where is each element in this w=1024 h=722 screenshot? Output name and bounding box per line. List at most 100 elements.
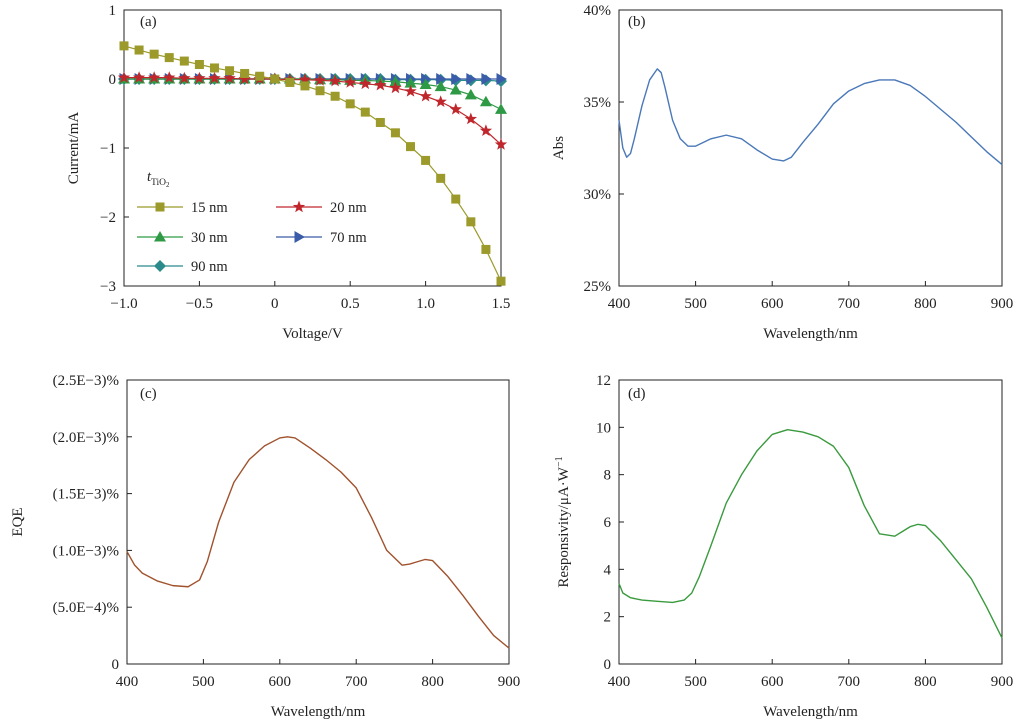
y-tick-label: 4: [604, 562, 612, 578]
data-point: [164, 53, 174, 63]
y-tick-label: (1.5E−3)%: [53, 487, 119, 503]
data-point: [449, 84, 462, 95]
data-point: [344, 75, 357, 88]
data-point: [238, 72, 251, 85]
data-point: [225, 66, 235, 76]
panel-label: (d): [628, 386, 646, 402]
data-point: [406, 142, 416, 152]
legend-entry: 15 nm: [137, 200, 228, 216]
data-point: [179, 56, 189, 66]
legend-label: 20 nm: [330, 200, 367, 216]
data-point: [466, 217, 476, 227]
legend-label: 30 nm: [191, 230, 228, 246]
legend-label: 90 nm: [191, 259, 228, 275]
data-point: [359, 77, 372, 90]
legend: tTiO2 15 nm 20 nm 30 nm 70 nm 90 nm: [137, 169, 367, 275]
x-tick-label: 900: [991, 674, 1014, 690]
x-tick-label: 600: [761, 296, 784, 312]
x-tick-label: 500: [192, 674, 215, 690]
y-tick-label: 10: [596, 420, 611, 436]
y-tick-label: (5.0E−4)%: [53, 600, 119, 616]
panel-label: (c): [140, 386, 157, 402]
data-point: [313, 73, 327, 86]
legend-marker: [294, 231, 305, 243]
data-point: [163, 71, 176, 83]
legend-marker: [154, 231, 166, 242]
y-tick-label: 35%: [584, 95, 612, 111]
data-point: [255, 71, 265, 81]
y-tick-label: 40%: [584, 3, 612, 19]
data-point: [419, 78, 432, 90]
x-tick-label: 800: [914, 674, 937, 690]
x-tick-label: 900: [991, 296, 1014, 312]
x-tick-label: 600: [269, 674, 292, 690]
data-point: [194, 60, 204, 70]
x-tick-label: 400: [608, 296, 631, 312]
x-axis-label: Wavelength/nm: [763, 326, 858, 342]
y-tick-label: 0: [112, 657, 120, 673]
y-tick-label: (2.5E−3)%: [53, 373, 119, 389]
data-point: [178, 71, 191, 84]
legend-marker: [292, 200, 306, 213]
panel-a-chart: −1.0 −0.5 0 0.5 1.0 1.5 1 0 −1 −2 −3 Voltage/V (a) Cu…: [66, 3, 510, 342]
data-point: [208, 71, 221, 84]
data-point: [464, 112, 478, 125]
y-axis-label: Current/mA: [66, 112, 82, 185]
y-tick-label: (2.0E−3)%: [53, 430, 119, 446]
data-point: [134, 45, 144, 55]
x-tick-label: 500: [684, 674, 707, 690]
data-point: [328, 74, 342, 87]
data-point: [436, 173, 446, 183]
series-line: [618, 68, 1003, 166]
legend-entry: 30 nm: [137, 230, 228, 246]
x-tick-label: 1.0: [416, 296, 435, 312]
data-point: [315, 86, 325, 96]
plot-frame: [618, 379, 1003, 665]
x-tick-label: −1.0: [110, 296, 137, 312]
x-tick-label: 0.5: [341, 296, 360, 312]
y-axis-label: Abs: [551, 136, 567, 160]
y-tick-label: −1: [100, 141, 116, 157]
data-point: [193, 71, 206, 84]
data-point: [434, 95, 447, 108]
data-point: [451, 194, 461, 204]
legend-label: 15 nm: [191, 200, 228, 216]
data-point: [419, 89, 432, 102]
data-point: [374, 78, 387, 91]
data-point: [117, 71, 131, 83]
x-axis-label: Wavelength/nm: [763, 704, 858, 720]
data-point: [147, 71, 161, 83]
data-point: [449, 102, 462, 115]
data-point: [375, 117, 385, 127]
data-point: [119, 41, 129, 51]
data-point: [390, 128, 400, 138]
legend-entry: 90 nm: [137, 259, 228, 275]
x-tick-label: 700: [345, 674, 368, 690]
data-point: [300, 81, 310, 91]
y-tick-label: (1.0E−3)%: [53, 543, 119, 559]
x-tick-label: 700: [838, 296, 861, 312]
x-tick-label: 800: [914, 296, 937, 312]
data-point: [496, 73, 507, 85]
x-tick-label: 800: [421, 674, 444, 690]
data-point: [223, 71, 236, 84]
panel-label: (a): [140, 14, 157, 30]
x-tick-label: 400: [608, 674, 631, 690]
plot-frame: [618, 9, 1003, 287]
y-tick-label: 0: [109, 72, 117, 88]
data-point: [466, 73, 477, 85]
y-tick-label: 30%: [584, 187, 612, 203]
series-20-nm: [117, 71, 508, 150]
x-tick-label: 400: [116, 674, 139, 690]
x-tick-label: 1.5: [492, 296, 511, 312]
data-point: [209, 63, 219, 73]
data-point: [298, 73, 312, 85]
data-point: [404, 84, 417, 97]
plot-frame: [123, 9, 502, 287]
x-axis-label: Voltage/V: [282, 326, 343, 342]
data-point: [345, 99, 355, 109]
x-tick-label: 900: [498, 674, 521, 690]
data-point: [494, 138, 508, 150]
y-tick-label: 6: [604, 515, 612, 531]
